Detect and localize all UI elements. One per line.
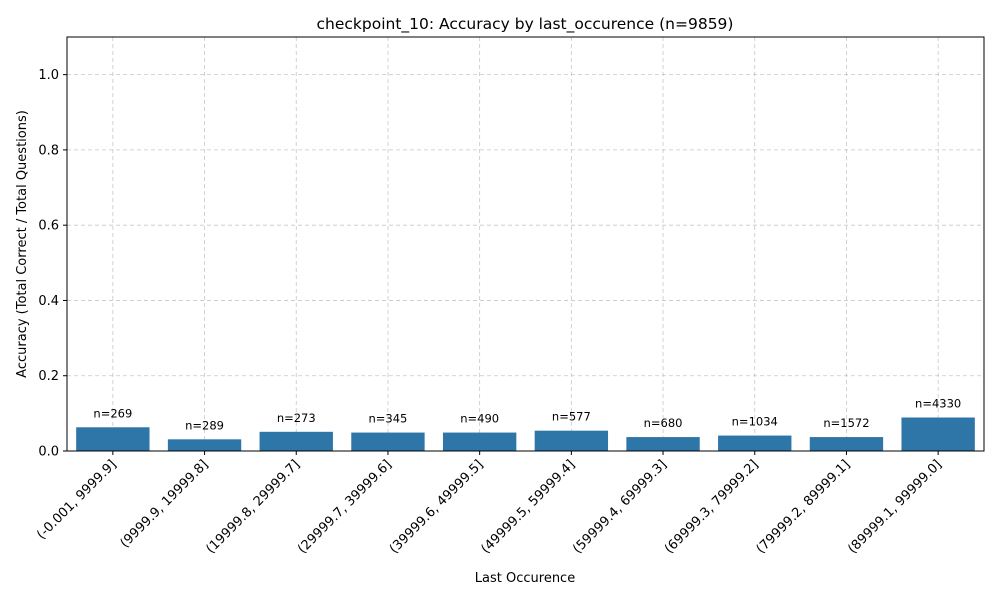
x-tick-label: (19999.8, 29999.7]: [203, 457, 303, 557]
x-tick-label: (29999.7, 39999.6]: [295, 457, 395, 557]
y-tick-label: 0.6: [38, 219, 59, 234]
grid-lines: [67, 37, 984, 452]
y-tick-label: 0.4: [38, 294, 59, 309]
bar-count-label: n=577: [552, 410, 591, 424]
bar-count-label: n=289: [185, 418, 224, 432]
plot-frame: [66, 36, 985, 452]
x-tick-label: (69999.3, 79999.2]: [662, 457, 762, 557]
bar-annotations: n=269 n=289 n=273 n=345 n=490 n=577 n=680 n=103…: [93, 397, 961, 433]
x-tick-label: (89999.1, 99999.0]: [845, 457, 945, 557]
bar-count-label: n=1572: [823, 416, 869, 430]
bar: [167, 439, 242, 451]
bar-count-label: n=269: [93, 406, 132, 420]
bar: [76, 427, 150, 451]
bar-count-label: n=490: [460, 412, 499, 426]
bar: [809, 437, 884, 451]
x-tick-label: (79999.2, 89999.1]: [754, 457, 854, 557]
bar: [534, 430, 609, 451]
y-tick-label: 1.0: [38, 68, 59, 83]
x-tick-label: (49999.5, 59999.4]: [479, 457, 579, 557]
bar: [718, 435, 792, 451]
bar: [259, 431, 333, 451]
chart-title: checkpoint_10: Accuracy by last_occurenc…: [317, 15, 734, 34]
bar: [626, 437, 700, 451]
y-axis-label: Accuracy (Total Correct / Total Question…: [15, 110, 30, 378]
bar: [442, 432, 517, 451]
x-tick-label: (59999.4, 69999.3]: [570, 457, 670, 557]
x-tick-label: (39999.6, 49999.5]: [387, 457, 487, 557]
y-tick-label: 0.8: [38, 143, 59, 158]
x-tick-label: (9999.9, 19999.8]: [118, 457, 212, 551]
x-axis-label: Last Occurence: [475, 571, 575, 586]
axes: 0.0 0.2 0.4 0.6 0.8 1.0 (-0.001, 9999.9](9999.…: [34, 36, 985, 557]
bar-count-label: n=4330: [915, 397, 961, 411]
bar-count-label: n=1034: [732, 415, 778, 429]
x-tick-label: (-0.001, 9999.9]: [34, 457, 119, 542]
bar-count-label: n=345: [369, 412, 408, 426]
bars: [76, 417, 975, 451]
bar-count-label: n=680: [644, 416, 683, 430]
bar: [901, 417, 975, 451]
bar: [351, 432, 425, 451]
bar-count-label: n=273: [277, 411, 316, 425]
y-tick-label: 0.0: [38, 445, 59, 460]
y-tick-label: 0.2: [38, 369, 59, 384]
